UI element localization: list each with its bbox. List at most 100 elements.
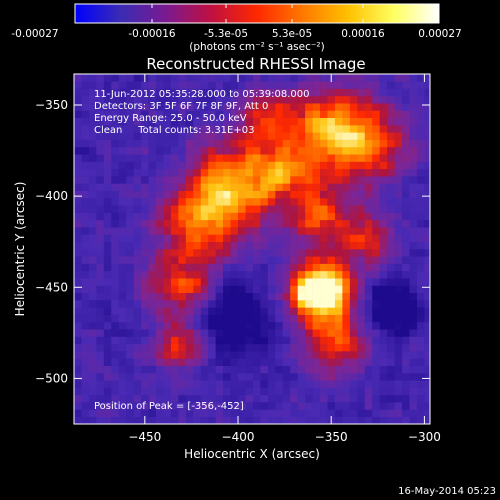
heatmap-cell: [267, 110, 276, 119]
heatmap-cell: [178, 205, 187, 213]
heatmap-cell: [312, 95, 321, 104]
heatmap-cell: [252, 380, 261, 388]
heatmap-cell: [88, 351, 97, 359]
heatmap-cell: [416, 394, 425, 403]
heatmap-cell: [238, 183, 246, 191]
heatmap-cell: [163, 321, 172, 330]
heatmap-cell: [267, 278, 276, 286]
heatmap-cell: [156, 183, 164, 191]
heatmap-cell: [163, 307, 172, 315]
heatmap-cell: [372, 387, 380, 396]
heatmap-cell: [215, 154, 224, 162]
heatmap-cell: [178, 402, 187, 410]
heatmap-cell: [170, 256, 179, 264]
heatmap-cell: [394, 321, 403, 330]
heatmap-cell: [275, 358, 284, 366]
heatmap-cell: [402, 358, 410, 366]
heatmap-cell: [148, 307, 157, 315]
heatmap-cell: [297, 416, 306, 424]
heatmap-cell: [260, 380, 269, 388]
heatmap-cell: [156, 314, 164, 323]
heatmap-cell: [379, 197, 388, 206]
heatmap-cell: [103, 336, 112, 345]
heatmap-cell: [208, 95, 216, 104]
heatmap-cell: [81, 154, 90, 162]
heatmap-cell: [297, 81, 306, 89]
heatmap-cell: [81, 343, 90, 352]
heatmap-cell: [297, 292, 306, 301]
heatmap-cell: [327, 139, 336, 148]
heatmap-cell: [320, 321, 328, 330]
heatmap-cell: [394, 227, 403, 235]
heatmap-cell: [193, 241, 202, 250]
heatmap-cell: [148, 125, 157, 133]
heatmap-cell: [282, 270, 291, 279]
heatmap-cell: [215, 358, 224, 366]
heatmap-cell: [394, 183, 403, 191]
heatmap-cell: [305, 336, 313, 345]
heatmap-cell: [334, 234, 343, 243]
heatmap-cell: [394, 351, 403, 359]
heatmap-cell: [178, 212, 187, 221]
heatmap-cell: [200, 380, 209, 388]
heatmap-cell: [334, 125, 343, 133]
heatmap-cell: [349, 132, 358, 140]
heatmap-cell: [267, 234, 276, 243]
heatmap-cell: [111, 176, 120, 184]
heatmap-cell: [342, 103, 351, 111]
heatmap-cell: [320, 300, 328, 308]
heatmap-cell: [88, 154, 97, 162]
heatmap-cell: [282, 263, 291, 272]
heatmap-cell: [402, 125, 410, 133]
heatmap-cell: [208, 146, 216, 155]
heatmap-cell: [320, 285, 328, 294]
heatmap-cell: [290, 154, 298, 162]
heatmap-cell: [334, 249, 343, 257]
heatmap-cell: [200, 256, 209, 264]
heatmap-cell: [357, 307, 366, 315]
heatmap-cell: [245, 132, 254, 140]
heatmap-cell: [394, 219, 403, 228]
heatmap-cell: [118, 416, 127, 424]
heatmap-cell: [305, 212, 313, 221]
heatmap-cell: [133, 416, 142, 424]
heatmap-cell: [402, 300, 410, 308]
heatmap-cell: [230, 154, 239, 162]
heatmap-cell: [96, 117, 105, 126]
heatmap-cell: [81, 278, 90, 286]
heatmap-cell: [379, 249, 388, 257]
heatmap-cell: [96, 95, 105, 104]
heatmap-cell: [111, 103, 120, 111]
heatmap-cell: [215, 219, 224, 228]
heatmap-cell: [156, 351, 164, 359]
heatmap-cell: [88, 249, 97, 257]
heatmap-cell: [409, 292, 418, 301]
heatmap-cell: [170, 387, 179, 396]
annotation-detectors: Detectors: 3F 5F 6F 7F 8F 9F, Att 0: [94, 101, 268, 112]
heatmap-cell: [96, 380, 105, 388]
heatmap-cell: [409, 110, 418, 119]
heatmap-cell: [424, 380, 430, 388]
heatmap-cell: [238, 263, 246, 272]
heatmap-cell: [118, 146, 127, 155]
heatmap-cell: [185, 227, 194, 235]
heatmap-cell: [148, 183, 157, 191]
heatmap-cell: [252, 285, 261, 294]
heatmap-cell: [200, 88, 209, 97]
heatmap-cell: [163, 219, 172, 228]
heatmap-cell: [238, 234, 246, 243]
heatmap-cell: [402, 241, 410, 250]
heatmap-cell: [364, 307, 373, 315]
heatmap-cell: [88, 176, 97, 184]
heatmap-cell: [156, 372, 164, 381]
heatmap-cell: [372, 88, 380, 97]
heatmap-cell: [327, 387, 336, 396]
heatmap-cell: [372, 292, 380, 301]
heatmap-cell: [320, 372, 328, 381]
heatmap-cell: [312, 351, 321, 359]
heatmap-cell: [178, 241, 187, 250]
heatmap-cell: [185, 292, 194, 301]
heatmap-cell: [156, 168, 164, 177]
heatmap-cell: [148, 205, 157, 213]
